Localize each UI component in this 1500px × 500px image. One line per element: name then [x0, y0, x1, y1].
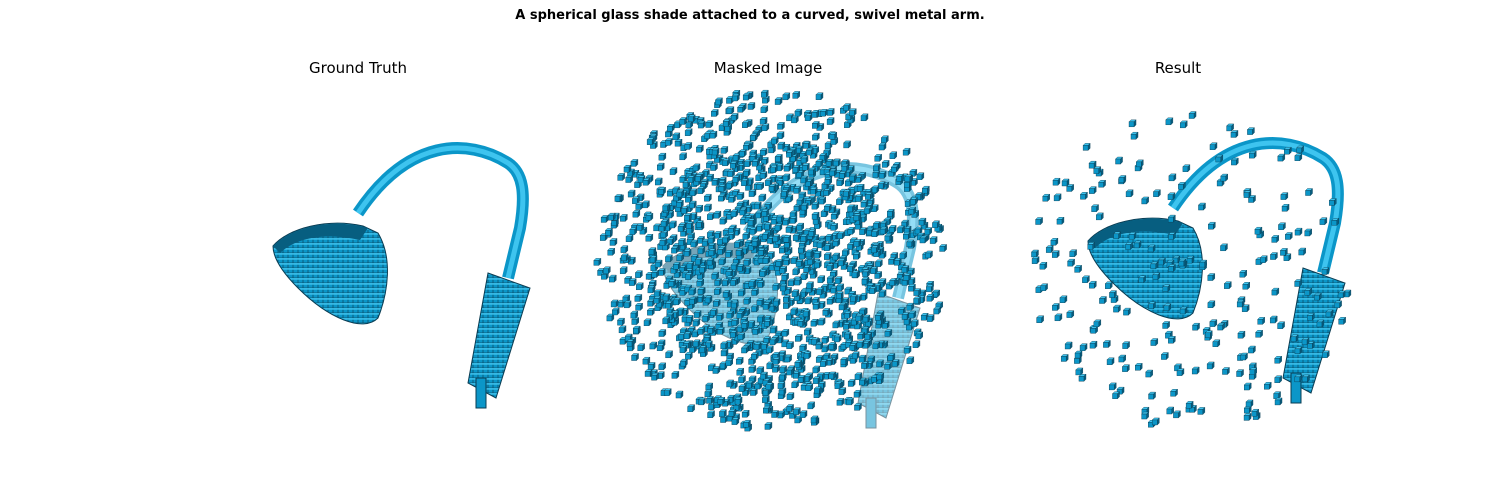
result-lamp-arm-highlight — [1170, 140, 1341, 274]
voxel-render-masked-image — [593, 89, 948, 432]
gt-lamp-post — [475, 377, 487, 409]
result-lamp-shade — [1087, 217, 1203, 320]
voxel-render-result — [1030, 111, 1352, 428]
masked-lamp-post — [865, 397, 877, 429]
gt-lamp-arm-highlight — [355, 145, 526, 279]
panel-ground-truth — [178, 78, 538, 438]
result-wall-plate — [1282, 267, 1346, 394]
result-lamp-shade-rim — [1088, 218, 1183, 248]
figure-title: A spherical glass shade attached to a cu… — [515, 8, 985, 23]
voxel-render-ground-truth — [272, 142, 531, 409]
gt-wall-plate — [467, 272, 531, 399]
panel-masked-image — [588, 78, 948, 438]
panel-title-result: Result — [1154, 59, 1202, 77]
gt-lamp-shade — [272, 222, 388, 325]
masked-noise-voxels — [593, 89, 948, 432]
result-stray-voxels — [1030, 111, 1352, 428]
result-lamp-post — [1290, 372, 1302, 404]
panel-title-masked-image: Masked Image — [713, 59, 823, 77]
gt-lamp-shade-rim — [273, 223, 368, 253]
panel-result — [998, 78, 1358, 438]
panel-title-ground-truth: Ground Truth — [309, 59, 407, 77]
